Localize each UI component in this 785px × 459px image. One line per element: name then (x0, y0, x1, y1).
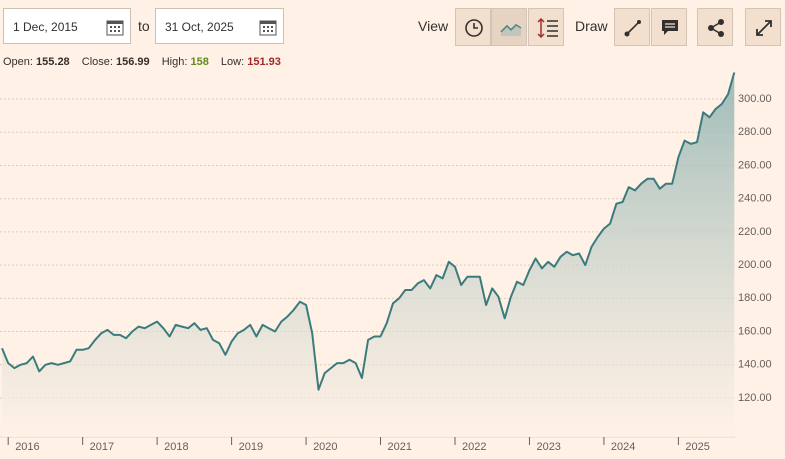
to-label: to (138, 18, 150, 34)
low-label: Low: (220, 56, 245, 68)
date-from-text: 1 Dec, 2015 (13, 20, 78, 34)
annotate-button[interactable] (651, 8, 687, 46)
view-label: View (418, 18, 449, 34)
line-icon (500, 23, 522, 36)
y-tick-label: 120.00 (738, 392, 772, 404)
chart-type-button[interactable] (491, 8, 527, 46)
area (2, 72, 735, 437)
y-tick-label: 260.00 (738, 159, 772, 171)
fullscreen-button[interactable] (745, 8, 781, 46)
x-tick-label: 2018 (164, 441, 188, 453)
y-tick-label: 180.00 (738, 292, 772, 304)
ohlc-readout: Open: 155.28 Close: 156.99 High: 158 Low… (3, 56, 290, 68)
y-tick-label: 220.00 (738, 226, 772, 238)
expand-icon (756, 20, 772, 36)
share-button[interactable] (697, 8, 733, 46)
clock-icon (465, 19, 483, 37)
x-tick-label: 2024 (611, 441, 635, 453)
date-to[interactable]: 31 Oct, 2025 (155, 8, 284, 44)
calendar-icon (106, 20, 124, 36)
date-to-text: 31 Oct, 2025 (165, 20, 234, 34)
close-label: Close: (81, 56, 113, 68)
low-value: 151.93 (247, 56, 281, 68)
y-tick-label: 160.00 (738, 325, 772, 337)
open-label: Open: (3, 56, 33, 68)
open-value: 155.28 (36, 56, 70, 68)
draw-line-button[interactable] (614, 8, 650, 46)
x-tick-label: 2019 (239, 441, 263, 453)
high-value: 158 (190, 56, 209, 68)
draw-label: Draw (575, 18, 608, 34)
x-tick-label: 2020 (313, 441, 337, 453)
date-from[interactable]: 1 Dec, 2015 (3, 8, 131, 44)
x-tick-label: 2022 (462, 441, 486, 453)
indicator-button[interactable] (528, 8, 564, 46)
x-tick-label: 2023 (536, 441, 560, 453)
y-tick-label: 200.00 (738, 259, 772, 271)
y-tick-label: 300.00 (738, 93, 772, 105)
pen-icon (624, 20, 641, 37)
time-button[interactable] (455, 8, 491, 46)
x-tick-label: 2017 (90, 441, 114, 453)
line (1, 72, 736, 391)
x-tick-label: 2021 (388, 441, 412, 453)
y-tick-label: 240.00 (738, 193, 772, 205)
indicator-icon (537, 18, 558, 38)
y-tick-label: 140.00 (738, 359, 772, 371)
x-tick-label: 2025 (685, 441, 709, 453)
comment-icon (662, 20, 678, 35)
y-tick-label: 280.00 (738, 126, 772, 138)
calendar-icon (259, 20, 277, 36)
high-label: High: (161, 56, 188, 68)
share-icon (708, 19, 724, 37)
close-value: 156.99 (116, 56, 150, 68)
x-tick-label: 2016 (15, 441, 39, 453)
